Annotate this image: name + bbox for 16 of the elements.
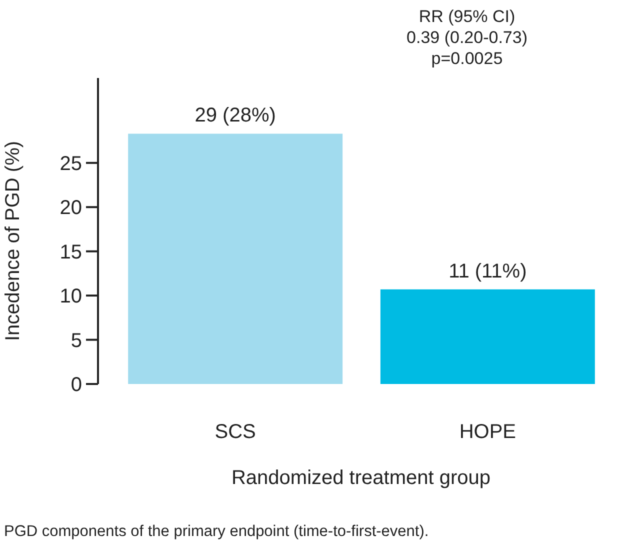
y-tick-label: 0 bbox=[70, 374, 82, 396]
text: RR (95% CI) bbox=[418, 7, 516, 26]
x-tick-label: SCS bbox=[214, 421, 256, 443]
y-axis-title: Incedence of PGD (%) bbox=[2, 140, 24, 342]
x-axis-title: Randomized treatment group bbox=[231, 467, 491, 489]
x-tick-label: HOPE bbox=[459, 421, 516, 443]
data-label: 11 (11%) bbox=[448, 260, 527, 282]
text: PGD components of the primary endpoint (time-to-first-event). bbox=[4, 523, 429, 540]
y-tick-label: 10 bbox=[60, 286, 82, 308]
text: p=0.0025 bbox=[431, 49, 503, 68]
y-tick-label: 25 bbox=[60, 152, 82, 175]
y-tick-label: 5 bbox=[70, 330, 82, 352]
data-label: 29 (28%) bbox=[194, 104, 276, 127]
text: 0.39 (0.20-0.73) bbox=[406, 28, 528, 47]
y-tick-label: 20 bbox=[60, 197, 82, 220]
y-tick-label: 15 bbox=[60, 241, 82, 264]
